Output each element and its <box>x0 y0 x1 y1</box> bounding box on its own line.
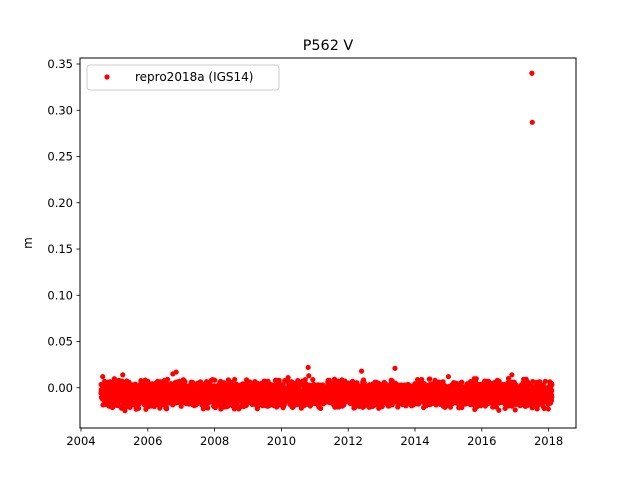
data-point <box>485 378 492 384</box>
data-point <box>472 383 478 389</box>
data-point <box>205 405 211 411</box>
data-point <box>549 388 555 394</box>
data-point <box>318 405 324 412</box>
data-point <box>445 374 452 380</box>
data-point <box>212 396 218 402</box>
data-point <box>118 389 124 395</box>
data-point <box>305 364 311 371</box>
data-point <box>392 365 398 371</box>
data-point <box>168 394 174 400</box>
data-point <box>225 401 231 408</box>
data-point <box>352 401 358 408</box>
data-point <box>432 377 438 383</box>
data-point <box>181 390 188 396</box>
data-point <box>496 407 502 413</box>
data-point <box>292 402 298 408</box>
data-point <box>312 400 318 407</box>
data-point <box>280 382 286 388</box>
data-point <box>201 388 208 395</box>
data-point <box>265 378 271 384</box>
data-point <box>100 374 106 380</box>
data-point <box>208 377 214 383</box>
data-point <box>178 403 184 409</box>
data-point <box>111 376 117 382</box>
data-point <box>99 382 105 388</box>
data-point <box>372 379 378 385</box>
data-point <box>302 376 308 383</box>
data-point <box>345 381 351 387</box>
data-point <box>459 379 465 385</box>
data-point <box>310 377 316 383</box>
data-point <box>272 399 278 406</box>
data-point <box>238 390 244 396</box>
data-point <box>173 369 179 375</box>
data-point <box>325 377 331 383</box>
data-point <box>419 376 425 383</box>
data-point <box>138 392 144 398</box>
data-point <box>164 406 170 412</box>
data-point <box>245 398 251 404</box>
data-point <box>155 387 161 393</box>
data-point <box>120 372 126 378</box>
data-point <box>276 377 282 383</box>
data-point <box>101 388 107 395</box>
data-point <box>145 378 151 384</box>
data-point <box>182 378 188 385</box>
data-point <box>399 399 405 405</box>
data-point <box>105 379 111 385</box>
data-point <box>412 395 418 401</box>
data-point <box>318 388 325 395</box>
data-point <box>427 376 433 382</box>
data-point <box>338 394 345 400</box>
data-point <box>452 393 458 399</box>
data-point <box>549 382 555 388</box>
data-point <box>332 404 338 410</box>
data-point <box>278 389 285 395</box>
data-point <box>285 374 291 381</box>
data-point <box>306 373 312 379</box>
data-points <box>98 70 555 414</box>
data-point <box>200 406 206 412</box>
data-point <box>385 391 391 397</box>
y-axis-label: m <box>21 237 35 249</box>
data-point <box>255 403 262 409</box>
data-point <box>365 396 371 402</box>
data-point <box>195 399 201 406</box>
data-point <box>161 377 168 383</box>
data-point <box>218 380 224 386</box>
data-point <box>465 399 472 406</box>
data-point <box>136 405 142 411</box>
data-point <box>358 368 365 374</box>
data-point <box>473 376 479 382</box>
data-point <box>188 379 194 385</box>
data-point <box>405 382 411 388</box>
data-point <box>439 397 445 403</box>
data-point <box>110 403 116 409</box>
data-point <box>425 390 431 396</box>
data-point <box>151 398 158 404</box>
data-point <box>113 399 119 405</box>
data-point <box>298 392 305 398</box>
data-point <box>131 401 138 408</box>
data-point <box>252 381 258 387</box>
data-point <box>379 403 385 409</box>
chart-title: P562 V <box>303 38 354 54</box>
data-point <box>232 376 238 383</box>
data-point <box>258 394 264 400</box>
data-point <box>479 396 485 402</box>
data-point <box>545 406 551 412</box>
data-point <box>125 396 131 402</box>
